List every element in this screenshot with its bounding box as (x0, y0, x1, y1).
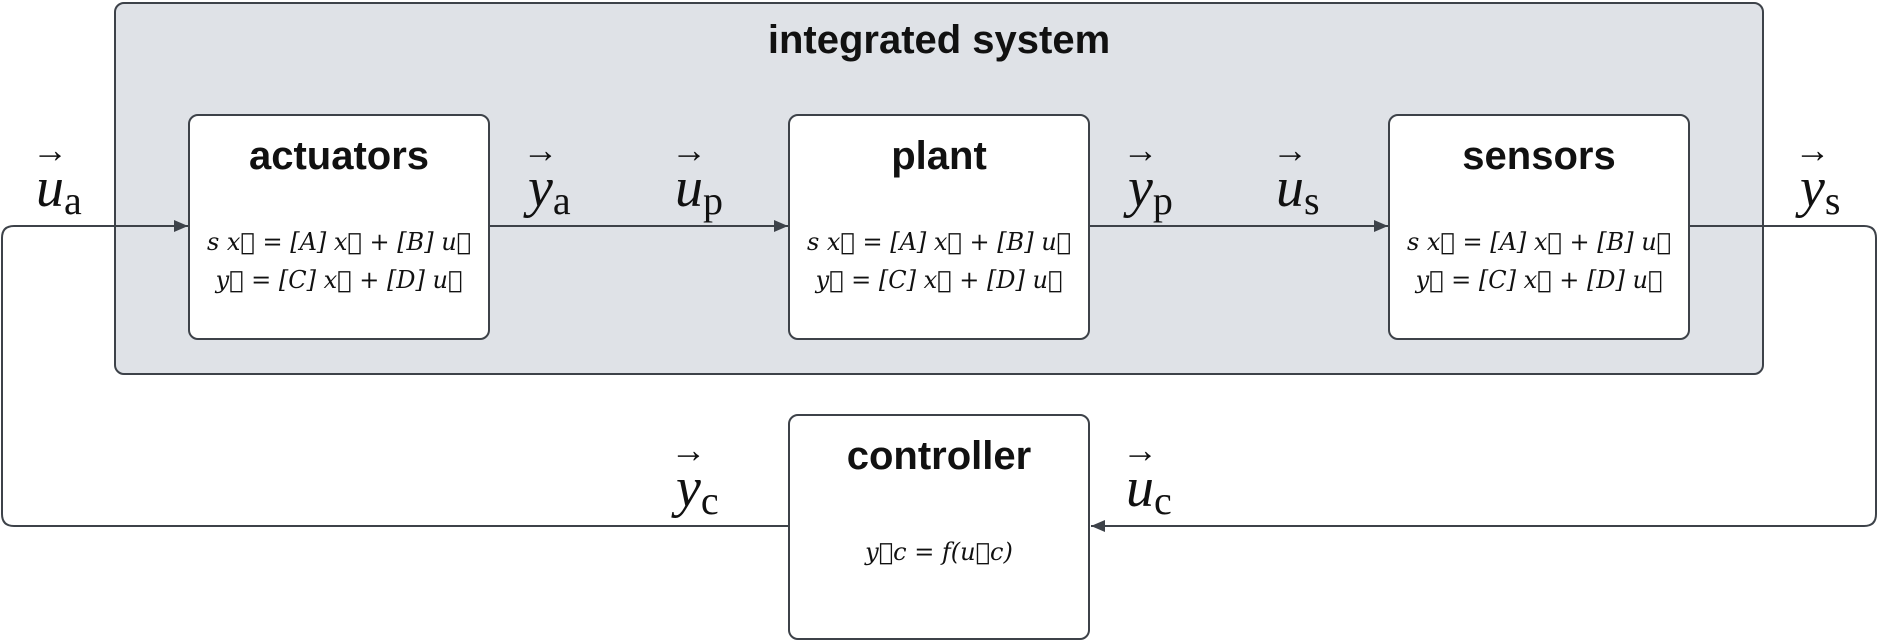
signal-u-a: ua (36, 160, 82, 221)
signal-u-s: us (1276, 160, 1320, 221)
signal-u-c: uc (1126, 460, 1172, 521)
sensors-state-equation: s x⃗ = [A] x⃗ + [B] u⃗ (1406, 228, 1672, 256)
actuators-title: actuators (248, 134, 430, 178)
signal-y-c: yc (676, 460, 719, 521)
connector-sensors-to-controller (1091, 225, 1877, 532)
plant-state-equation: s x⃗ = [A] x⃗ + [B] u⃗ (806, 228, 1072, 256)
signal-y-s: ys (1800, 160, 1840, 221)
signal-u-p: up (675, 160, 723, 221)
sensors-output-equation: y⃗ = [C] x⃗ + [D] u⃗ (1415, 266, 1663, 294)
controller-equation: y⃗c = f(u⃗c) (865, 538, 1013, 566)
plant-title: plant (891, 134, 987, 178)
sensors-title: sensors (1462, 134, 1616, 178)
plant-output-equation: y⃗ = [C] x⃗ + [D] u⃗ (815, 266, 1063, 294)
connector-y_c-to-actuators (1, 220, 790, 527)
signal-y-a: ya (528, 160, 571, 221)
integrated-system-title: integrated system (767, 18, 1111, 62)
actuators-block: actuators s x⃗ = [A] x⃗ + [B] u⃗ y⃗ = [C… (188, 114, 490, 340)
controller-title: controller (846, 434, 1032, 478)
controller-block: controller y⃗c = f(u⃗c) (788, 414, 1090, 640)
signal-y-p: yp (1128, 160, 1173, 221)
sensors-block: sensors s x⃗ = [A] x⃗ + [B] u⃗ y⃗ = [C] … (1388, 114, 1690, 340)
actuators-output-equation: y⃗ = [C] x⃗ + [D] u⃗ (215, 266, 463, 294)
plant-block: plant s x⃗ = [A] x⃗ + [B] u⃗ y⃗ = [C] x⃗… (788, 114, 1090, 340)
actuators-state-equation: s x⃗ = [A] x⃗ + [B] u⃗ (206, 228, 472, 256)
